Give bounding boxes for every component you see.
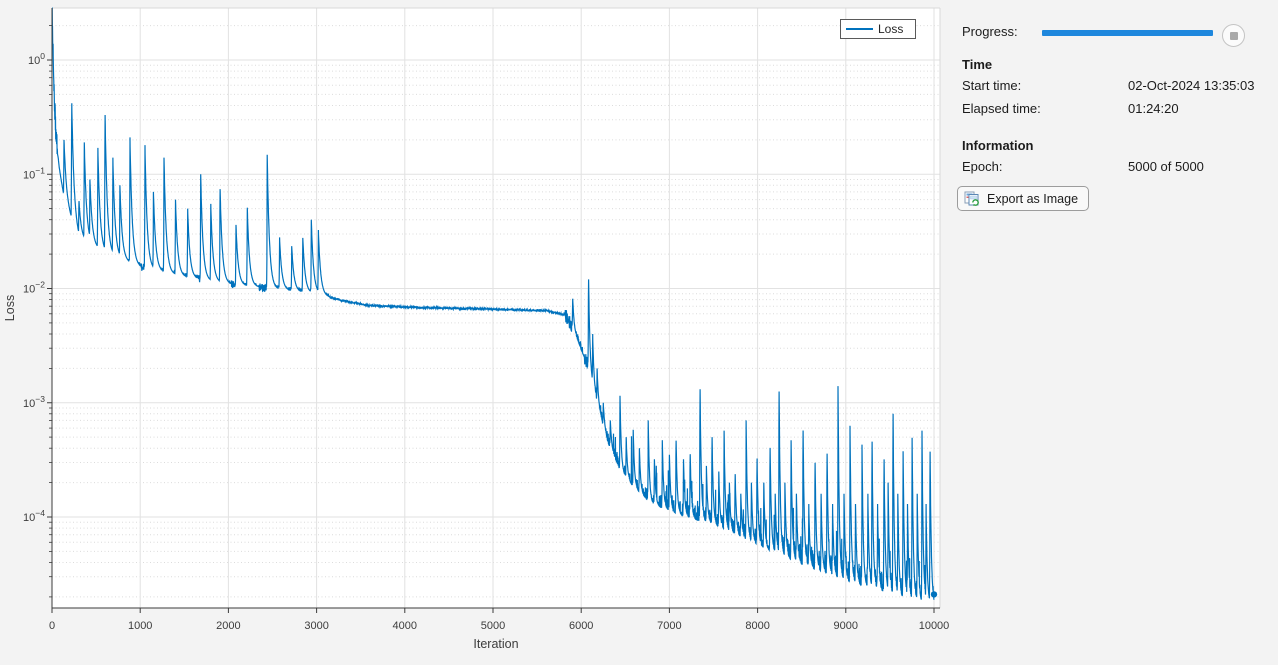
legend-label: Loss bbox=[878, 22, 904, 36]
y-tick-label: 10−3 bbox=[23, 394, 45, 410]
x-axis-label: Iteration bbox=[473, 637, 519, 651]
x-tick-label: 0 bbox=[49, 620, 55, 632]
axis-lines bbox=[51, 8, 940, 609]
loss-plot-svg: 0 1000 2000 3000 4000 5000 6000 7000 8000 9000 100… bbox=[23, 7, 949, 632]
stop-button[interactable] bbox=[1222, 24, 1245, 47]
training-info-panel: Progress: Time Start time: 02-Oct-2024 1… bbox=[950, 0, 1278, 665]
elapsed-time-value: 01:24:20 bbox=[1128, 101, 1179, 116]
start-time-label: Start time: bbox=[962, 78, 1022, 93]
x-tick-label: 7000 bbox=[657, 620, 681, 632]
export-as-image-button[interactable]: Export as Image bbox=[957, 186, 1090, 211]
epoch-label: Epoch: bbox=[962, 159, 1003, 174]
x-tick-label: 2000 bbox=[216, 620, 240, 632]
export-button-label: Export as Image bbox=[987, 191, 1079, 206]
progress-bar bbox=[1042, 30, 1213, 36]
information-section-header: Information bbox=[962, 138, 1034, 153]
start-time-value: 02-Oct-2024 13:35:03 bbox=[1128, 78, 1255, 93]
x-tick-label: 5000 bbox=[481, 620, 505, 632]
plot-box-border bbox=[52, 7, 941, 608]
legend: Loss bbox=[840, 19, 916, 39]
loss-chart: 0 1000 2000 3000 4000 5000 6000 7000 8000 9000 100… bbox=[3, 7, 949, 651]
export-image-icon bbox=[964, 191, 979, 206]
x-tick-label: 4000 bbox=[393, 620, 417, 632]
x-tick-label: 6000 bbox=[569, 620, 593, 632]
minor-gridlines bbox=[52, 25, 940, 598]
progress-bar-fill bbox=[1042, 30, 1213, 36]
major-gridlines bbox=[52, 8, 940, 608]
loss-end-marker bbox=[930, 591, 938, 598]
plot-background bbox=[52, 8, 940, 608]
y-tick-label: 10−1 bbox=[23, 165, 45, 181]
elapsed-time-label: Elapsed time: bbox=[962, 101, 1041, 116]
y-tick-label: 10−4 bbox=[23, 508, 45, 524]
x-tick-label: 9000 bbox=[834, 620, 858, 632]
x-tick-label: 1000 bbox=[128, 620, 152, 632]
time-section-header: Time bbox=[962, 57, 993, 72]
x-tick-label: 10000 bbox=[919, 620, 950, 632]
y-tick-label: 100 bbox=[28, 51, 45, 67]
x-tick-label: 8000 bbox=[745, 620, 769, 632]
legend-line-sample bbox=[846, 27, 873, 31]
progress-label: Progress: bbox=[962, 24, 1018, 39]
x-tick-labels: 0 1000 2000 3000 4000 5000 6000 7000 8000 9000 100… bbox=[49, 620, 949, 632]
x-tick-label: 3000 bbox=[304, 620, 328, 632]
y-tick-label: 10−2 bbox=[23, 280, 45, 296]
epoch-value: 5000 of 5000 bbox=[1128, 159, 1204, 174]
y-tick-labels: 100 10−1 10−2 10−3 10−4 bbox=[23, 51, 45, 524]
loss-curve bbox=[52, 7, 938, 600]
y-axis-label: Loss bbox=[3, 294, 17, 322]
stop-icon bbox=[1229, 31, 1238, 40]
axis-ticks bbox=[47, 25, 935, 613]
